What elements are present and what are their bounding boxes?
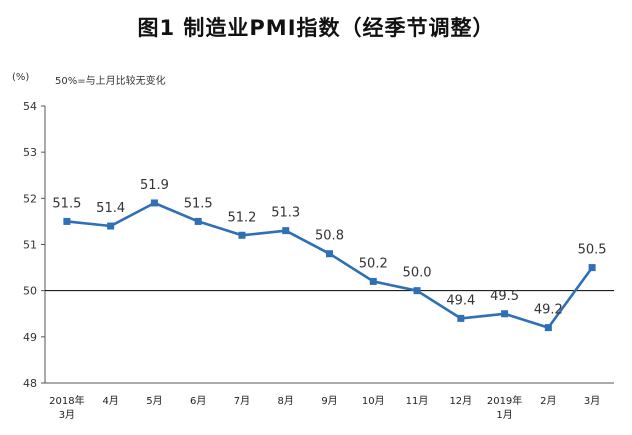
chart-title: 图1 制造业PMI指数（经季节调整）: [137, 16, 495, 40]
y-tick-label: 49: [23, 331, 37, 344]
x-tick-label: 6月: [190, 395, 206, 407]
data-label: 50.5: [578, 243, 607, 258]
y-axis-unit: (%): [12, 72, 30, 83]
data-point: [501, 310, 509, 318]
data-point: [282, 227, 290, 235]
x-tick-label: 2月: [540, 395, 556, 407]
axes: [41, 105, 614, 384]
x-tick-label: 4月: [102, 395, 118, 407]
data-label: 49.2: [534, 303, 563, 318]
data-label: 51.5: [184, 196, 213, 211]
data-label: 49.5: [490, 289, 519, 304]
data-point: [369, 277, 377, 285]
x-tick-label: 3月: [584, 395, 600, 407]
data-label: 51.3: [271, 206, 300, 221]
x-tick-label: 8月: [278, 395, 294, 407]
data-label: 50.8: [315, 229, 344, 244]
y-tick-label: 51: [23, 239, 37, 252]
data-point: [588, 264, 596, 272]
data-point: [194, 217, 202, 225]
data-label: 49.4: [446, 293, 475, 308]
data-label: 50.2: [359, 256, 388, 271]
data-point: [413, 287, 421, 295]
x-tick-label: 5月: [146, 395, 162, 407]
data-point: [544, 324, 552, 332]
data-label: 51.4: [96, 201, 125, 216]
data-label: 51.2: [227, 210, 256, 225]
x-tick-label: 2019年 1月: [487, 394, 522, 421]
y-tick-label: 52: [23, 192, 37, 205]
data-point: [63, 217, 71, 225]
data-label: 50.0: [403, 266, 432, 281]
data-point: [326, 250, 333, 258]
data-label: 51.9: [140, 178, 169, 193]
y-tick-label: 54: [23, 100, 37, 113]
y-tick-label: 50: [23, 285, 37, 298]
x-tick-label: 11月: [406, 395, 429, 407]
x-tick-label: 10月: [362, 395, 385, 407]
y-tick-label: 48: [23, 377, 37, 390]
series-line-pmi: [66, 201, 594, 329]
data-point: [107, 222, 115, 230]
data-point: [150, 199, 158, 207]
x-tick-labels: 2018年 3月 4月 5月 6月 7月 8月 9月 10月 11月 12月 2019年 1月 2月 3月: [49, 394, 600, 421]
x-tick-label: 12月: [449, 395, 472, 407]
data-label: 51.5: [52, 196, 81, 211]
chart-note: 50%=与上月比较无变化: [55, 76, 166, 87]
y-tick-labels: 54 53 52 51 50 49 48: [23, 100, 37, 390]
y-tick-label: 53: [23, 146, 37, 159]
data-point: [457, 314, 465, 322]
x-tick-label: 9月: [321, 395, 337, 407]
x-tick-label: 7月: [234, 395, 250, 407]
data-point: [238, 231, 246, 239]
data-points: [63, 199, 596, 332]
x-tick-label: 2018年 3月: [49, 394, 84, 421]
data-labels: 51.5 51.4 51.9 51.5 51.2 51.3 50.8 50.2 50.0 49.4…: [52, 178, 606, 318]
